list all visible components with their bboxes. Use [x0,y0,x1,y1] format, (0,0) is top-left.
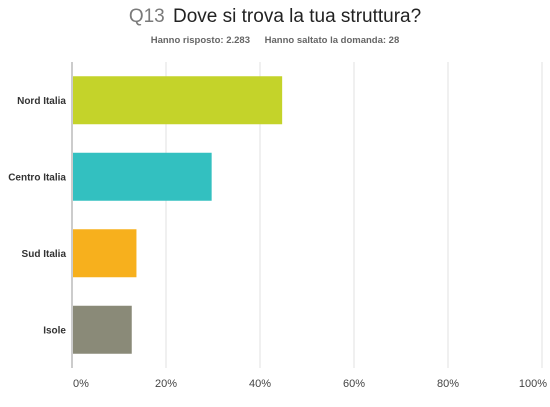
bar-centro-italia [73,152,212,201]
question-text: Dove si trova la tua struttura? [173,6,422,27]
x-tick-label-40: 40% [249,378,271,390]
category-label-isole: Isole [43,325,66,336]
x-tick-labels: 0% 20% 40% 60% 80% 100% [73,378,547,390]
question-number: Q13 [128,6,165,27]
x-tick-label-100: 100% [519,378,547,390]
answered-count: Hanno risposto: 2.283 [150,35,250,46]
chart-title: Q13 Dove si trova la tua struttura? [0,6,550,28]
category-label-nord-italia: Nord Italia [17,96,66,107]
bars [73,76,283,354]
x-tick-label-60: 60% [343,378,365,390]
category-labels: Nord Italia Centro Italia Sud Italia Isole [8,96,66,337]
category-label-sud-italia: Sud Italia [22,249,67,260]
response-stats: Hanno risposto: 2.283 Hanno saltato la d… [0,35,550,46]
bar-sud-italia [73,229,137,278]
x-tick-label-0: 0% [73,378,89,390]
bar-nord-italia [73,76,283,125]
skipped-count: Hanno saltato la domanda: 28 [264,35,400,46]
bar-isole [73,305,132,354]
grid-lines [71,62,543,368]
x-tick-label-20: 20% [155,378,177,390]
category-label-centro-italia: Centro Italia [8,172,66,183]
x-tick-label-80: 80% [437,378,459,390]
